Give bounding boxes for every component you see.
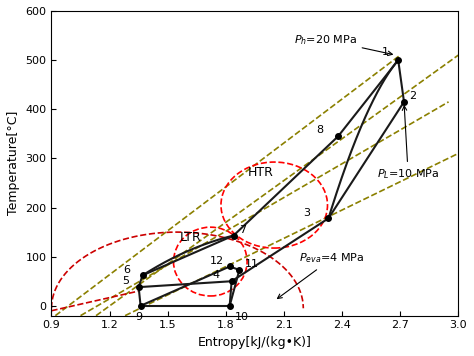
Text: HTR: HTR [248,166,273,179]
Text: 8: 8 [316,125,323,136]
Text: 10: 10 [235,312,249,322]
Text: $P_{eva}$=4 MPa: $P_{eva}$=4 MPa [277,252,365,299]
Text: 6: 6 [123,265,130,274]
Text: 9: 9 [135,312,142,322]
Text: 11: 11 [245,259,259,269]
Text: 7: 7 [239,225,246,235]
X-axis label: Entropy[kJ/(kg•K)]: Entropy[kJ/(kg•K)] [198,336,312,349]
Text: 3: 3 [303,208,310,218]
Text: $P_L$=10 MPa: $P_L$=10 MPa [377,106,439,181]
Text: 2: 2 [410,91,417,101]
Text: 12: 12 [210,256,224,266]
Text: 4: 4 [212,271,219,281]
Text: 5: 5 [122,276,129,286]
Text: $P_h$=20 MPa: $P_h$=20 MPa [293,33,392,56]
Text: 1: 1 [382,47,389,57]
Y-axis label: Temperature[°C]: Temperature[°C] [7,111,20,215]
Text: LTR: LTR [180,231,202,244]
